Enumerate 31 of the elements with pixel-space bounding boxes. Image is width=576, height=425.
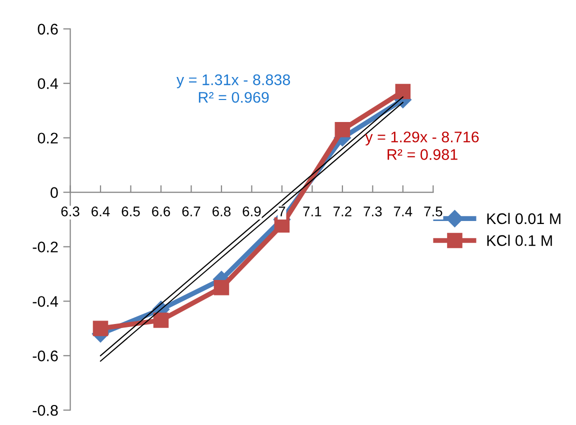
point [214,280,230,296]
x-tick-label: 6.3 [61,206,80,216]
x-tick-label: 6.8 [212,206,231,216]
x-tick-label: 7.4 [394,206,412,216]
legend-label: KCl 0.01 M [487,212,560,224]
x-tick-label: 7 [278,206,286,216]
y-tick-label: 0.6 [38,24,58,35]
x-tick-label: 7.2 [333,206,352,216]
point [92,320,108,336]
x-tick-label: 7.1 [303,206,322,216]
legend-label: KCl 0.1 M [487,234,552,246]
point [153,312,169,328]
x-tick-label: 7.3 [364,206,382,216]
y-tick-label: -0.6 [32,350,58,362]
y-tick-label: 0.2 [38,132,58,144]
x-tick-label: 6.4 [92,206,110,216]
annotation: y = 1.31x - 8.838 R² = 0.969 [176,74,290,103]
x-tick-label: 6.5 [122,206,140,216]
y-tick-label: 0 [50,187,58,198]
y-tick-label: -0.4 [32,296,58,307]
point [334,122,350,138]
y-tick-label: -0.8 [32,404,58,416]
x-tick-label: 6.9 [242,206,261,216]
x-tick-label: 6.6 [152,206,170,216]
y-tick-label: -0.2 [32,242,58,252]
x-tick-label: 6.7 [182,206,200,216]
annotation: y = 1.29x - 8.716 R² = 0.981 [365,132,479,160]
point [395,84,411,100]
x-tick-label: 7.5 [424,206,442,216]
y-tick-label: 0.4 [38,78,58,90]
point [274,217,290,233]
